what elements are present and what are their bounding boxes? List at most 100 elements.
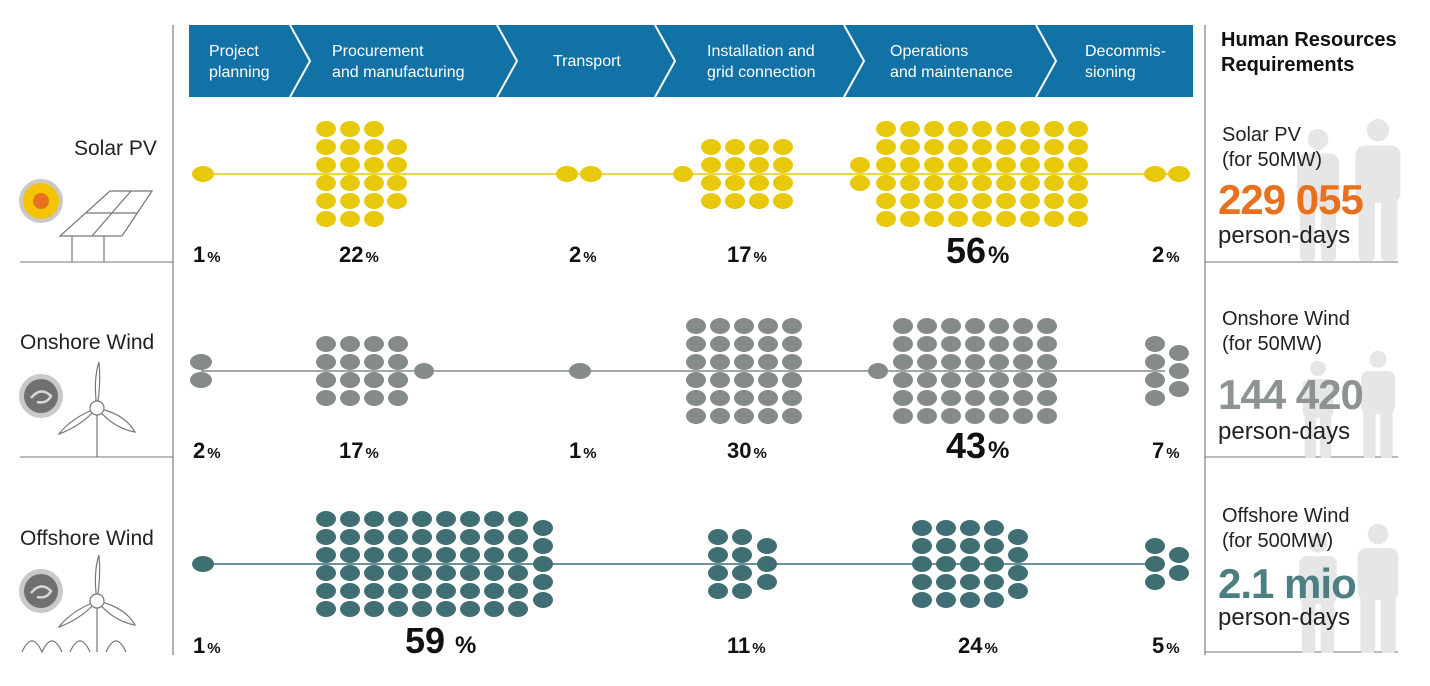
person-dot	[912, 574, 932, 590]
person-dot	[436, 565, 456, 581]
person-dot	[948, 121, 968, 137]
person-dot	[364, 157, 384, 173]
pct-solar-operations: 56%	[946, 230, 1009, 272]
hr-onshore-unit: person-days	[1218, 418, 1351, 445]
person-dot	[960, 520, 980, 536]
turbine-blade	[57, 407, 98, 436]
hr-onshore-capacity: (for 50MW)	[1222, 333, 1322, 355]
onshore-dots-procurement	[316, 336, 408, 406]
person-dot	[686, 408, 706, 424]
solar-panel-icon	[58, 190, 154, 262]
pct-unit: %	[583, 445, 597, 462]
person-dot	[508, 529, 528, 545]
hr-solar-value: 229 055	[1218, 176, 1364, 223]
person-dot	[1008, 583, 1028, 599]
wind-turbine-icon	[57, 361, 137, 457]
hr-onshore-name: Onshore Wind	[1222, 308, 1350, 330]
person-dot	[340, 565, 360, 581]
person-dot	[340, 336, 360, 352]
person-dot	[316, 529, 336, 545]
person-dot	[1037, 390, 1057, 406]
pct-unit: %	[752, 640, 766, 657]
hr-title-line-1: Human Resources	[1221, 29, 1397, 51]
person-dot	[941, 372, 961, 388]
stage-label-line: sioning	[1085, 64, 1136, 81]
person-dot	[924, 175, 944, 191]
offshore-dots-installation	[708, 529, 752, 599]
person-dot	[460, 565, 480, 581]
person-dot	[340, 529, 360, 545]
solar-dots-installation-lead	[673, 166, 693, 182]
person-dot	[388, 583, 408, 599]
wind-badge-fill	[24, 379, 58, 413]
person-dot	[1044, 121, 1064, 137]
person-dot	[388, 511, 408, 527]
person-dot	[1037, 408, 1057, 424]
offshore-dots-project-planning	[192, 556, 214, 572]
person-dot	[316, 547, 336, 563]
person-dot	[972, 121, 992, 137]
pct-value: 17	[339, 438, 364, 463]
wind-turbine-icon	[57, 554, 137, 652]
person-dot	[533, 556, 553, 572]
person-dot	[580, 166, 602, 182]
pct-unit: %	[753, 445, 767, 462]
person-dot	[388, 565, 408, 581]
person-dot	[749, 157, 769, 173]
person-dot	[900, 139, 920, 155]
person-torso	[1361, 370, 1395, 415]
person-dot	[1068, 121, 1088, 137]
hr-title-line-2: Requirements	[1221, 54, 1355, 76]
person-dot	[1145, 336, 1165, 352]
person-leg	[1380, 595, 1396, 653]
person-dot	[912, 592, 932, 608]
pct-value: 22	[339, 242, 364, 267]
person-dot	[989, 354, 1009, 370]
person-dot	[917, 318, 937, 334]
stage-label-line: and manufacturing	[332, 64, 465, 81]
onshore-dots-installation	[686, 318, 802, 424]
pct-unit: %	[753, 249, 767, 266]
pct-value: 2	[193, 438, 206, 463]
person-dot	[340, 157, 360, 173]
person-dot	[1169, 565, 1189, 581]
person-dot	[876, 157, 896, 173]
person-dot	[364, 193, 384, 209]
pct-solar-installation: 17%	[727, 242, 767, 268]
person-dot	[996, 175, 1016, 191]
person-dot	[725, 139, 745, 155]
offshore-dots-decommissioning-a	[1145, 538, 1165, 590]
stage-label-line: Operations	[890, 43, 969, 60]
stage-label-line: and maintenance	[890, 64, 1013, 81]
turbine-hub	[89, 400, 105, 416]
person-dot	[989, 372, 1009, 388]
hr-offshore-unit: person-days	[1218, 604, 1351, 631]
onshore-dots-transport	[569, 363, 591, 379]
person-dot	[556, 166, 578, 182]
person-dot	[732, 565, 752, 581]
person-dot	[941, 354, 961, 370]
person-dot	[936, 592, 956, 608]
person-dot	[364, 601, 384, 617]
person-dot	[1020, 157, 1040, 173]
person-dot	[710, 390, 730, 406]
solar-dots-transport	[556, 166, 602, 182]
person-dot	[340, 139, 360, 155]
person-dot	[948, 193, 968, 209]
person-dot	[1168, 166, 1190, 182]
person-dot	[340, 121, 360, 137]
hr-people-icon	[1302, 350, 1395, 458]
person-dot	[984, 556, 1004, 572]
stage-label-operations: Operations and maintenance	[890, 41, 1013, 83]
person-dot	[941, 336, 961, 352]
person-dot	[850, 157, 870, 173]
person-dot	[1013, 408, 1033, 424]
person-leg	[1301, 599, 1316, 653]
person-dot	[1145, 390, 1165, 406]
person-dot	[387, 157, 407, 173]
hr-people-icon	[1297, 119, 1401, 261]
person-leg	[1320, 599, 1335, 653]
person-dot	[316, 565, 336, 581]
person-dot	[965, 318, 985, 334]
